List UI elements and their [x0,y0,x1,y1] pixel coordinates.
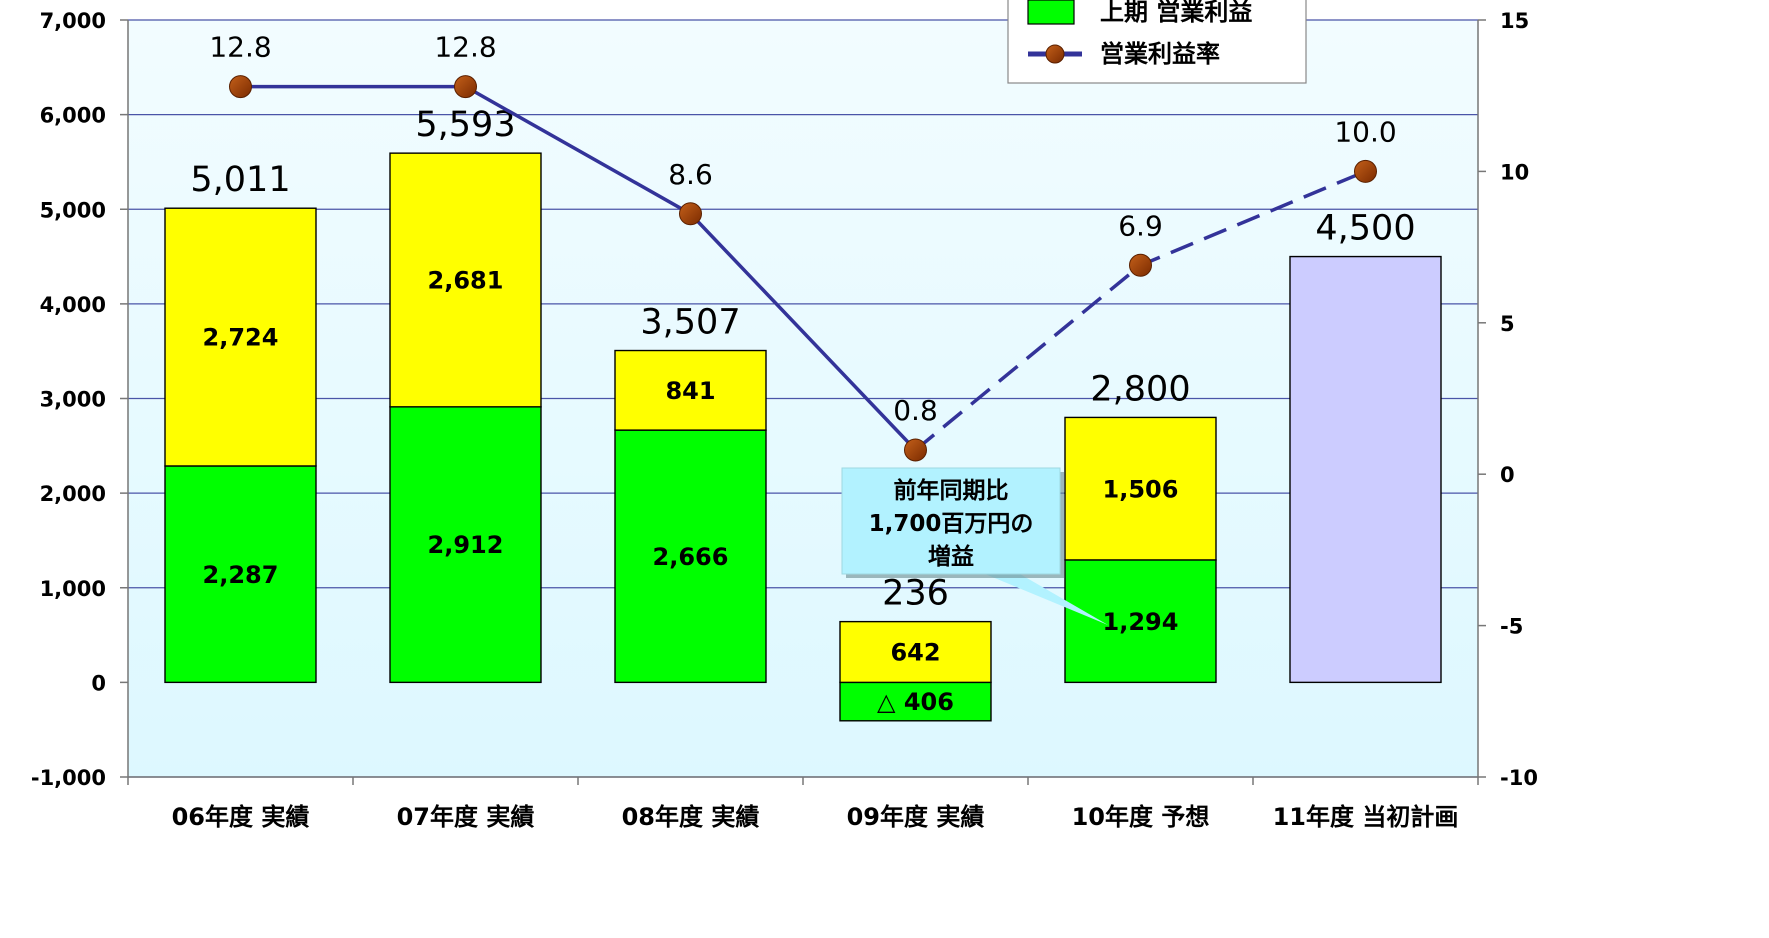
right-tick-label: 15 [1500,9,1529,33]
rate-label: 10.0 [1334,115,1396,148]
legend-label: 上期 営業利益 [1100,0,1252,26]
bar-segment [164,207,317,467]
rate-marker [904,438,927,462]
category-label: 10年度 予想 [1072,803,1210,831]
axes [120,19,1486,785]
left-tick-label: 7,000 [40,9,106,33]
callout-text: 1,700百万円の [869,511,1034,537]
legend-marker [1045,44,1065,64]
rate-marker [679,202,702,226]
segment-label: 2,912 [428,531,504,559]
left-tick-label: 1,000 [40,577,106,601]
total-label: 3,507 [640,303,740,343]
left-tick-label: 5,000 [40,198,106,222]
total-labels: 5,011 5,593 3,507 236 2,800 4,500 [190,105,1415,613]
segment-label: 1,294 [1103,608,1179,636]
bar-segment [614,429,767,684]
bar-segment [389,152,542,408]
total-label: 2,800 [1090,369,1190,409]
right-tick-label: -10 [1500,766,1538,790]
rate-marker [1354,159,1377,183]
legend-swatch-green [1027,0,1075,25]
rate-labels: 12.8 12.8 8.6 0.8 6.9 10.0 [209,31,1396,427]
category-label: 09年度 実績 [847,803,985,831]
total-label: 236 [882,574,949,614]
rate-marker [454,75,477,99]
category-label: 08年度 実績 [622,803,760,831]
segment-label: 1,506 [1103,475,1179,503]
right-tick-label: -5 [1500,615,1523,639]
bars [164,152,1442,722]
tick-labels: -1,000 0 1,000 2,000 3,000 4,000 5,000 6,000 7,0… [31,9,1538,790]
rate-label: 12.8 [209,31,271,64]
left-tick-label: 3,000 [40,388,106,412]
left-tick-label: 6,000 [40,104,106,128]
bar-segment [839,681,992,722]
rate-marker [229,75,252,99]
segment-label: 2,681 [428,267,504,295]
rate-label: 6.9 [1118,209,1163,242]
category-label: 06年度 実績 [172,803,310,831]
rate-marker [1129,253,1152,277]
left-tick-label: 0 [91,671,106,695]
bar-segment [389,406,542,684]
segment-labels: 2,287 2,724 2,912 2,681 2,666 841 △ 406 642 1,29… [203,267,1179,717]
callout-pointer [985,574,1108,625]
category-label: 07年度 実績 [397,803,535,831]
rate-line-actual [240,84,917,452]
segment-label: 2,724 [203,324,279,352]
category-label: 11年度 当初計画 [1273,803,1459,831]
bar-segment [1064,416,1217,561]
right-tick-label: 10 [1500,160,1529,184]
callout-box [841,467,1061,575]
bar-segment [839,620,992,684]
rate-label: 12.8 [434,31,496,64]
rate-label: 0.8 [893,394,938,427]
legend-label: 営業利益率 [1100,40,1220,68]
category-labels: 06年度 実績 07年度 実績 08年度 実績 09年度 実績 10年度 予想 11年度 … [172,803,1459,831]
total-label: 5,593 [415,105,515,145]
segment-label: 642 [890,639,940,667]
callout-text: 前年同期比 [894,477,1009,504]
left-tick-label: 2,000 [40,482,106,506]
segment-label: 2,666 [653,543,729,571]
right-tick-label: 0 [1500,463,1515,487]
bar-segment [164,465,317,684]
bar-segment [614,349,767,431]
bar-segment [1289,255,1442,684]
left-tick-label: -1,000 [31,766,106,790]
left-tick-label: 4,000 [40,293,106,317]
callout-text: 増益 [928,543,974,570]
segment-label: △ 406 [877,688,954,716]
segment-label: 2,287 [203,561,279,589]
total-label: 5,011 [190,160,290,200]
total-label: 4,500 [1315,209,1415,249]
rate-label: 8.6 [668,158,713,191]
segment-label: 841 [665,377,715,405]
right-tick-label: 5 [1500,312,1515,336]
rate-line [229,75,1377,462]
